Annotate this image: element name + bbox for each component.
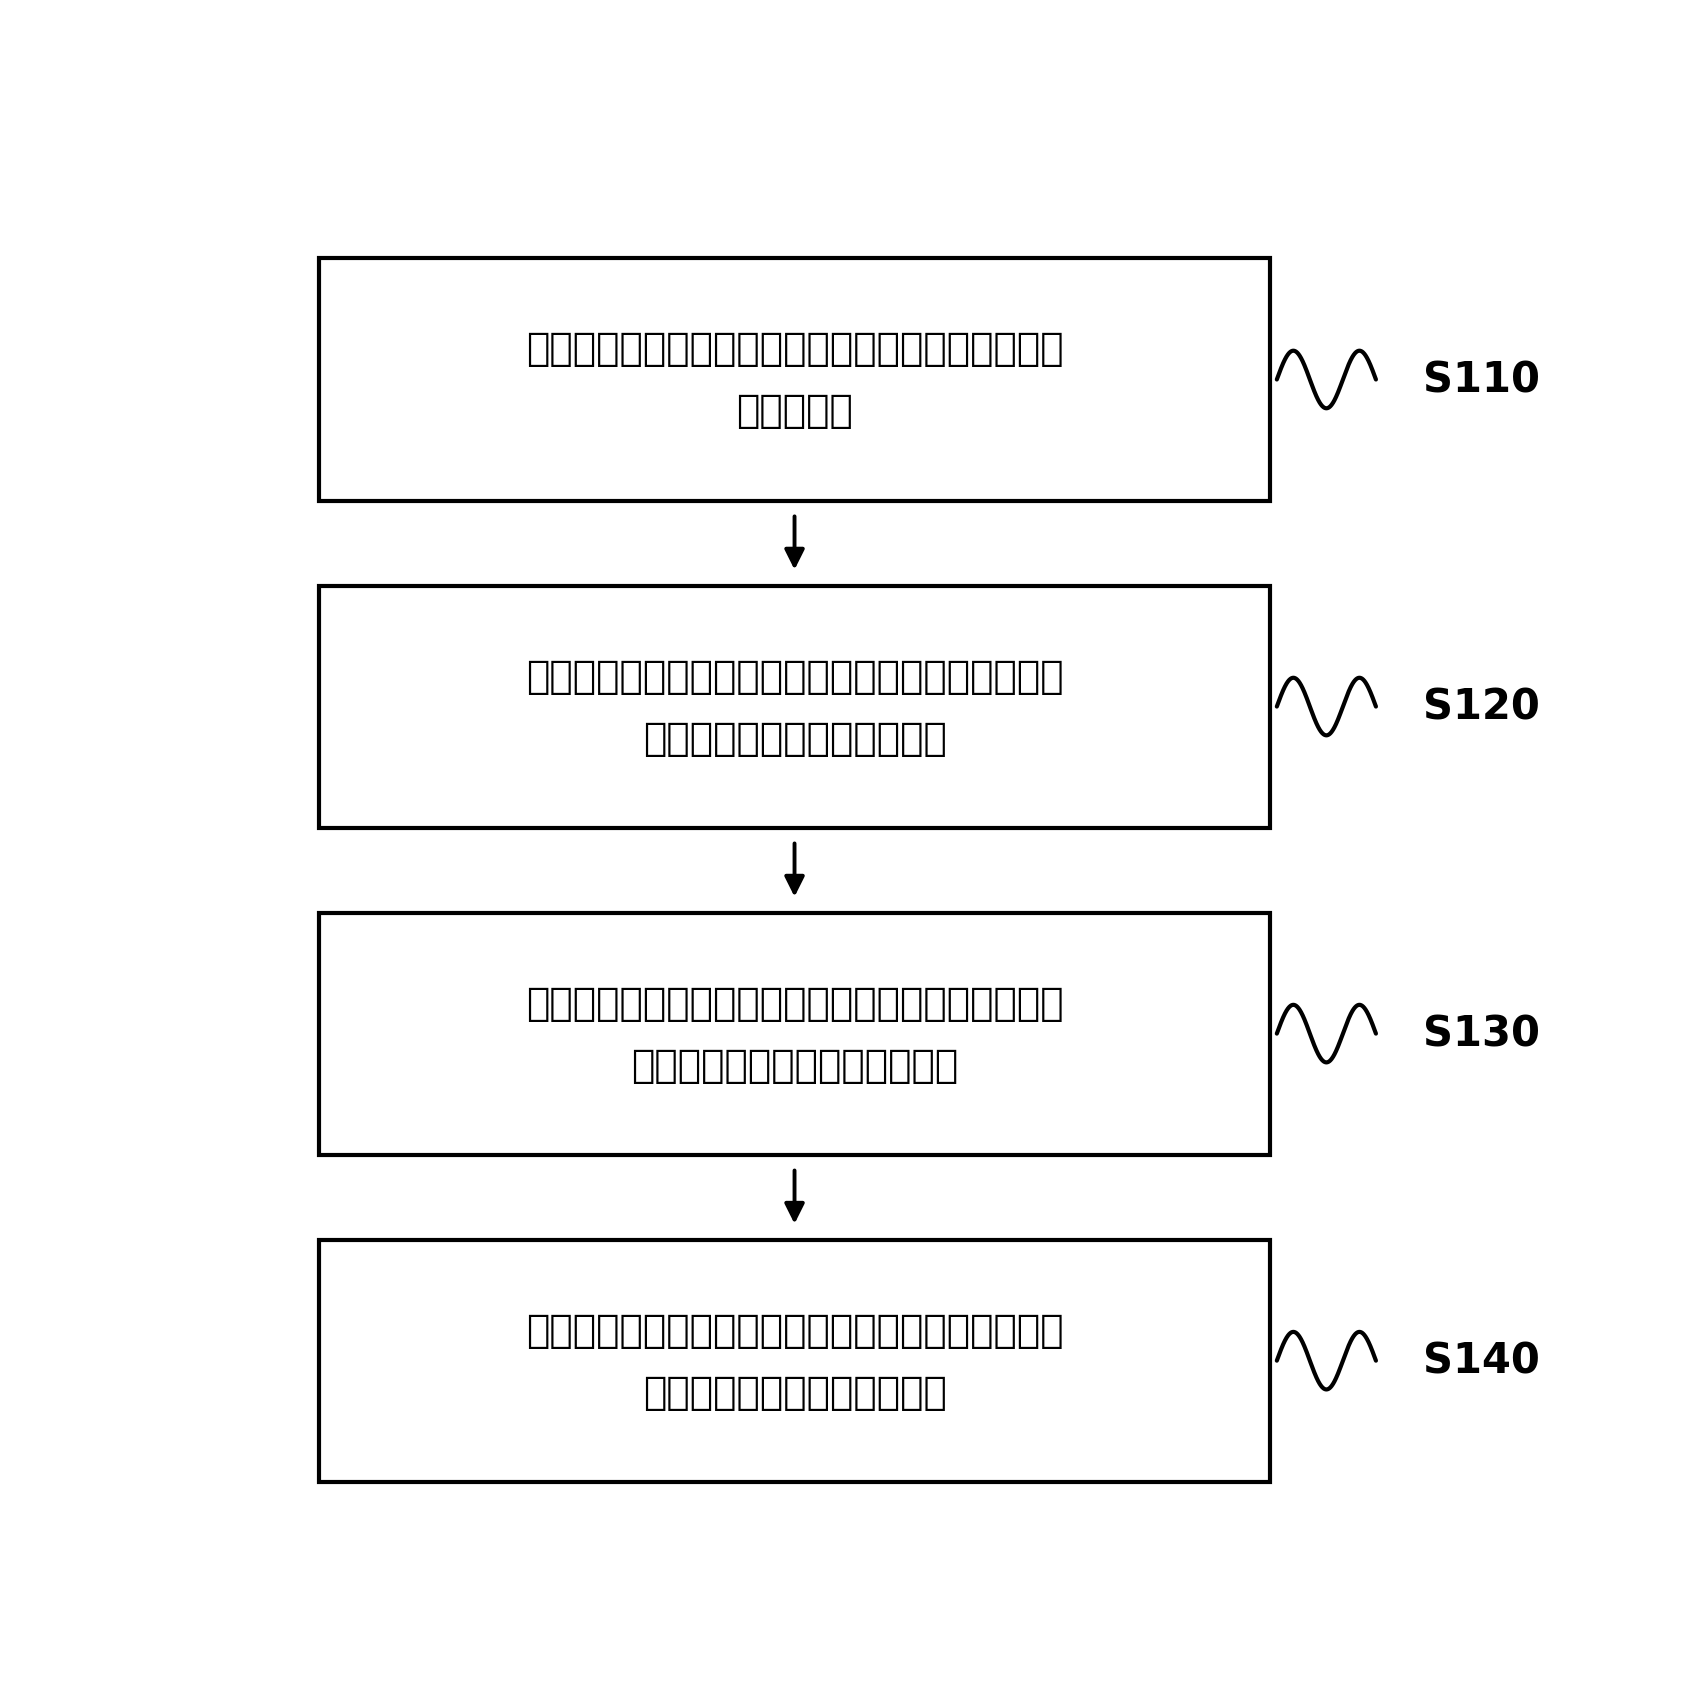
Text: S120: S120 [1424,686,1540,728]
Bar [319,260,1270,501]
Text: 接收在视频展示界面中第二交互区域对所述第一编辑
状态的目标元素的第二编辑操作: 接收在视频展示界面中第二交互区域对所述第一编辑 状态的目标元素的第二编辑操作 [525,985,1064,1083]
Text: S140: S140 [1424,1340,1540,1382]
Bar [319,914,1270,1155]
Text: S110: S110 [1424,360,1540,401]
Text: 接收在视频展示界面中第一交互区域对目标元素的第
一编辑操作: 接收在视频展示界面中第一交互区域对目标元素的第 一编辑操作 [525,331,1064,430]
Text: 响应于所述第一编辑操作，在所述第一交互区域展示
所述目标元素的目标编辑状态: 响应于所述第一编辑操作，在所述第一交互区域展示 所述目标元素的目标编辑状态 [525,657,1064,757]
Text: S130: S130 [1424,1014,1540,1054]
Bar [319,1240,1270,1482]
Bar [319,586,1270,829]
Text: 响应于所述第二编辑操作，在所述第一交互区域展示
所述目标元素的目标编辑效果: 响应于所述第二编辑操作，在所述第一交互区域展示 所述目标元素的目标编辑效果 [525,1311,1064,1411]
